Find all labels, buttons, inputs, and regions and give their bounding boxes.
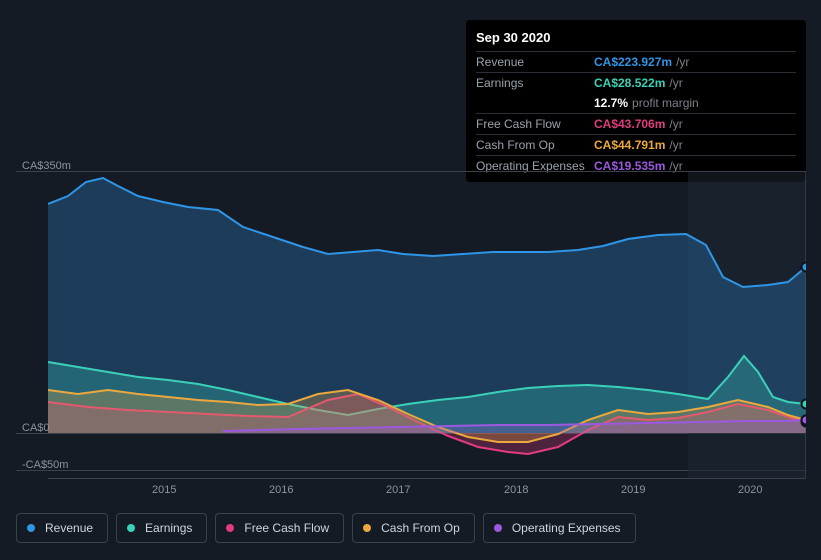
tooltip-margin-row: 12.7% profit margin <box>476 93 796 113</box>
legend-item-revenue[interactable]: Revenue <box>16 513 108 543</box>
tooltip-row: EarningsCA$28.522m/yr <box>476 72 796 93</box>
legend-item-free-cash-flow[interactable]: Free Cash Flow <box>215 513 344 543</box>
legend-label: Operating Expenses <box>512 521 621 535</box>
tooltip-date: Sep 30 2020 <box>476 26 796 51</box>
x-axis-tick: 2018 <box>504 484 528 496</box>
tooltip-row-unit: /yr <box>669 76 682 90</box>
x-axis-tick: 2019 <box>621 484 645 496</box>
tooltip-row-unit: /yr <box>676 55 689 69</box>
tooltip-row-unit: /yr <box>669 138 682 152</box>
tooltip-row: Free Cash FlowCA$43.706m/yr <box>476 113 796 134</box>
tooltip-row-label: Free Cash Flow <box>476 117 594 131</box>
legend-dot <box>127 524 135 532</box>
x-axis-tick: 2017 <box>386 484 410 496</box>
tooltip-row-value: CA$28.522m <box>594 76 665 90</box>
chart-legend: Revenue Earnings Free Cash Flow Cash From O… <box>16 513 636 543</box>
tooltip-row-label: Earnings <box>476 76 594 90</box>
tooltip-margin-label: profit margin <box>632 96 699 110</box>
series-marker-earnings <box>802 400 807 409</box>
series-marker-operating-expenses <box>802 416 807 425</box>
tooltip-row-value: CA$43.706m <box>594 117 665 131</box>
legend-item-earnings[interactable]: Earnings <box>116 513 207 543</box>
financial-chart[interactable] <box>48 172 806 478</box>
tooltip-row-value: CA$44.791m <box>594 138 665 152</box>
tooltip-row-label: Revenue <box>476 55 594 69</box>
legend-item-cash-from-op[interactable]: Cash From Op <box>352 513 475 543</box>
legend-dot <box>226 524 234 532</box>
legend-label: Free Cash Flow <box>244 521 329 535</box>
tooltip-row-value: CA$223.927m <box>594 55 672 69</box>
legend-dot <box>494 524 502 532</box>
legend-dot <box>27 524 35 532</box>
tooltip-row-label: Cash From Op <box>476 138 594 152</box>
x-axis-tick: 2020 <box>738 484 762 496</box>
gridline <box>48 478 806 479</box>
legend-label: Earnings <box>145 521 192 535</box>
legend-dot <box>363 524 371 532</box>
x-axis-tick: 2015 <box>152 484 176 496</box>
legend-label: Revenue <box>45 521 93 535</box>
chart-tooltip: Sep 30 2020 RevenueCA$223.927m/yrEarning… <box>466 20 806 182</box>
legend-label: Cash From Op <box>381 521 460 535</box>
tooltip-row: Cash From OpCA$44.791m/yr <box>476 134 796 155</box>
tooltip-row: RevenueCA$223.927m/yr <box>476 51 796 72</box>
series-marker-revenue <box>802 263 807 272</box>
tooltip-row-unit: /yr <box>669 117 682 131</box>
legend-item-operating-expenses[interactable]: Operating Expenses <box>483 513 636 543</box>
x-axis-tick: 2016 <box>269 484 293 496</box>
tooltip-margin-pct: 12.7% <box>594 96 628 110</box>
